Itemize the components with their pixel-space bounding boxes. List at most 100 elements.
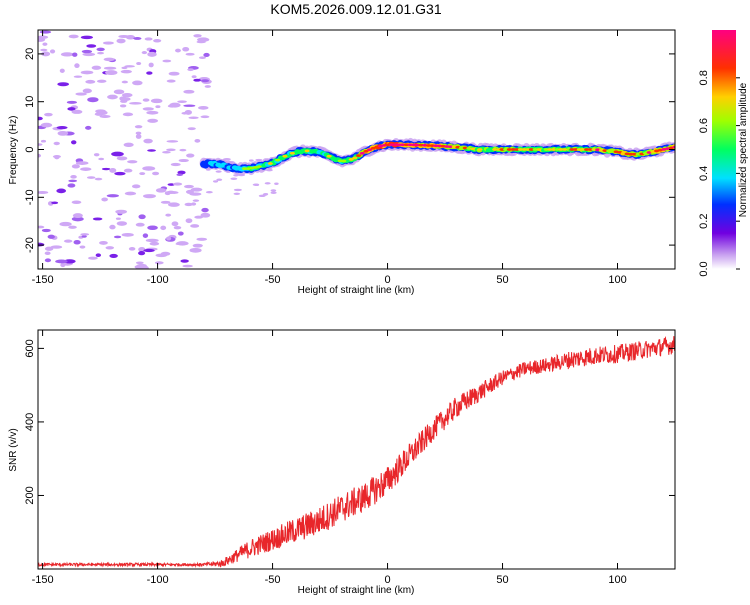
noise-blob [122,112,134,117]
noise-blob [109,167,117,173]
noise-blob [193,78,201,82]
noise-blob [191,75,197,79]
trace-core [400,143,406,147]
noise-blob [38,153,41,158]
noise-blob [116,221,128,226]
noise-blob [270,189,277,192]
trace-core [499,148,505,151]
snr-frame [37,329,676,570]
noise-blob [59,68,65,73]
noise-blob [177,170,186,175]
noise-blob [71,164,80,169]
snr-x-tick-label: -100 [147,574,169,586]
noise-blob [194,215,204,219]
noise-blob [98,157,105,161]
noise-blob [187,127,196,131]
noise-blob [204,85,211,88]
trace-core [562,148,568,151]
trace-core [363,149,369,153]
noise-blob [136,61,142,66]
noise-blob [141,51,148,55]
spectrogram-y-tick-label: -10 [24,189,36,205]
spectrogram-x-axis-label: Height of straight line (km) [298,285,415,296]
noise-blob [71,140,77,145]
noise-blob [146,110,159,115]
trace-core [304,149,310,153]
noise-blob [200,212,211,218]
noise-blob [75,92,87,96]
trace-core [352,156,358,160]
spectrogram-y-tick-label: 10 [24,96,36,108]
trace-core [672,145,675,149]
noise-blob [85,79,96,84]
noise-blob [67,183,76,188]
noise-blob [155,105,161,109]
noise-blob [109,224,116,230]
noise-blob [203,52,210,58]
noise-blob [81,235,87,238]
noise-blob [168,202,180,207]
noise-blob [188,116,199,120]
noise-blob [119,104,127,108]
noise-blob [198,105,209,110]
noise-blob [138,251,146,256]
noise-blob [134,82,143,85]
noise-blob [114,171,126,176]
trace-core [554,148,560,151]
noise-blob [182,46,190,52]
noise-blob [131,184,141,189]
trace-core [510,148,516,151]
noise-blob [143,194,156,199]
noise-blob [56,188,67,194]
noise-blob [183,104,196,107]
snr-x-tick-label: -150 [32,574,54,586]
noise-blob [270,191,277,194]
noise-blob [230,177,238,180]
spectrogram-x-tick-label: -50 [265,274,281,286]
snr-panel: -150 -100 -50 0 50 100 200 400 600 Height of st… [8,329,676,596]
noise-blob [40,122,53,128]
noise-blob [88,256,98,260]
noise-blob [38,190,49,194]
noise-blob [73,75,83,78]
noise-blob [142,233,149,238]
trace-core [241,167,248,171]
noise-blob [63,239,73,243]
spectrogram-signal-trace [199,137,675,176]
noise-blob [147,225,158,231]
noise-blob [38,116,43,121]
noise-blob [68,34,79,39]
snr-x-ticks: -150 -100 -50 0 50 100 [32,330,627,586]
snr-y-ticks: 200 400 600 [24,339,675,505]
noise-blob [274,182,279,185]
trace-core [506,148,513,151]
noise-blob [53,141,60,146]
noise-blob [101,197,108,202]
snr-y-tick-label: 200 [24,486,36,504]
trace-core [521,148,527,151]
noise-blob [41,51,51,57]
noise-blob [125,34,136,40]
noise-blob [55,259,68,264]
snr-y-tick-label: 400 [24,413,36,431]
noise-blob [105,246,115,250]
noise-blob [145,238,159,243]
trace-core [532,148,538,151]
noise-blob [166,236,172,241]
noise-blob [121,80,129,84]
trace-core [584,148,590,151]
noise-blob [212,180,219,183]
noise-blob [80,233,90,236]
noise-blob [166,79,176,83]
trace-core [543,148,549,151]
noise-blob [193,34,202,38]
trace-core [289,151,295,155]
colorbar-tick-label: 0.4 [698,166,710,181]
trace-core [569,148,575,151]
trace-core [389,143,395,147]
noise-blob [248,159,254,162]
noise-blob [201,207,209,213]
noise-blob [258,194,266,198]
noise-blob [166,190,175,194]
